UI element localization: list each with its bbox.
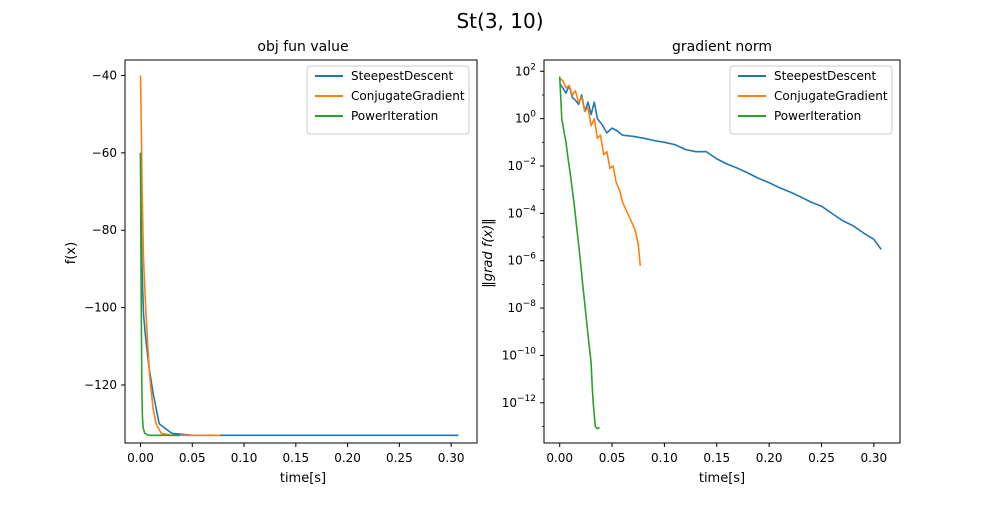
- legend-label-conjugategradient: ConjugateGradient: [774, 89, 888, 103]
- x-tick-label: 0.15: [703, 451, 730, 465]
- legend-box: [306, 65, 470, 135]
- chart-title: obj fun value: [257, 39, 348, 55]
- y-tick-label: 10−12: [502, 394, 536, 410]
- y-tick-label: 10−2: [507, 157, 536, 173]
- chart-title: gradient norm: [672, 39, 772, 55]
- y-axis-label: ‖grad f(x)‖: [481, 218, 496, 287]
- legend: SteepestDescent ConjugateGradient PowerIte…: [306, 65, 470, 135]
- legend-label-conjugategradient: ConjugateGradient: [351, 89, 465, 103]
- legend-label-poweriteration: PowerIteration: [351, 109, 438, 123]
- y-tick-label: 10−6: [507, 252, 536, 268]
- x-tick-label: 0.25: [808, 451, 835, 465]
- y-tick-label: 10−10: [502, 346, 537, 362]
- y-tick-label: −60: [92, 146, 117, 160]
- series-line-poweriteration: [139, 152, 180, 437]
- series-line-poweriteration: [558, 76, 600, 430]
- series-line-conjugategradient: [139, 75, 221, 437]
- x-tick-label: 0.20: [334, 451, 361, 465]
- series-line-steepestdescent: [559, 83, 882, 250]
- x-tick-label: 0.20: [756, 451, 783, 465]
- x-axis-label: time[s]: [280, 471, 326, 486]
- series-line-conjugategradient: [559, 77, 642, 267]
- y-tick-label: 10−4: [507, 204, 536, 220]
- series-line-steepestdescent: [139, 152, 459, 437]
- figure-title: St(3, 10): [456, 9, 543, 33]
- x-tick-label: 0.10: [651, 451, 678, 465]
- legend: SteepestDescent ConjugateGradient PowerIte…: [729, 65, 893, 135]
- y-tick-label: 102: [515, 62, 536, 78]
- y-tick-label: 10−8: [507, 299, 536, 315]
- y-tick-label: −120: [84, 378, 117, 392]
- legend-label-poweriteration: PowerIteration: [774, 109, 861, 123]
- y-tick-label: −80: [92, 223, 117, 237]
- legend-box: [729, 65, 893, 135]
- x-tick-label: 0.10: [231, 451, 258, 465]
- x-tick-label: 0.05: [599, 451, 626, 465]
- y-tick-label: −100: [84, 301, 117, 315]
- plot-frame: [124, 59, 478, 444]
- chart-obj-fun-value: obj fun value time[s] f(x) 0.00 0.05 0.10 0…: [64, 39, 478, 486]
- x-tick-label: 0.05: [179, 451, 206, 465]
- legend-label-steepestdescent: SteepestDescent: [351, 69, 454, 83]
- plot-frame: [543, 59, 901, 444]
- x-tick-label: 0.25: [386, 451, 413, 465]
- y-tick-label: 100: [515, 110, 536, 126]
- x-tick-label: 0.00: [546, 451, 573, 465]
- x-tick-label: 0.00: [127, 451, 154, 465]
- y-axis-label: f(x): [64, 242, 79, 264]
- chart-gradient-norm: gradient norm time[s] ‖grad f(x)‖ 0.00 0.…: [481, 39, 901, 486]
- x-tick-label: 0.30: [860, 451, 887, 465]
- x-tick-label: 0.30: [438, 451, 465, 465]
- x-axis-label: time[s]: [699, 471, 745, 486]
- legend-label-steepestdescent: SteepestDescent: [774, 69, 877, 83]
- y-tick-label: −40: [92, 68, 117, 82]
- x-tick-label: 0.15: [282, 451, 309, 465]
